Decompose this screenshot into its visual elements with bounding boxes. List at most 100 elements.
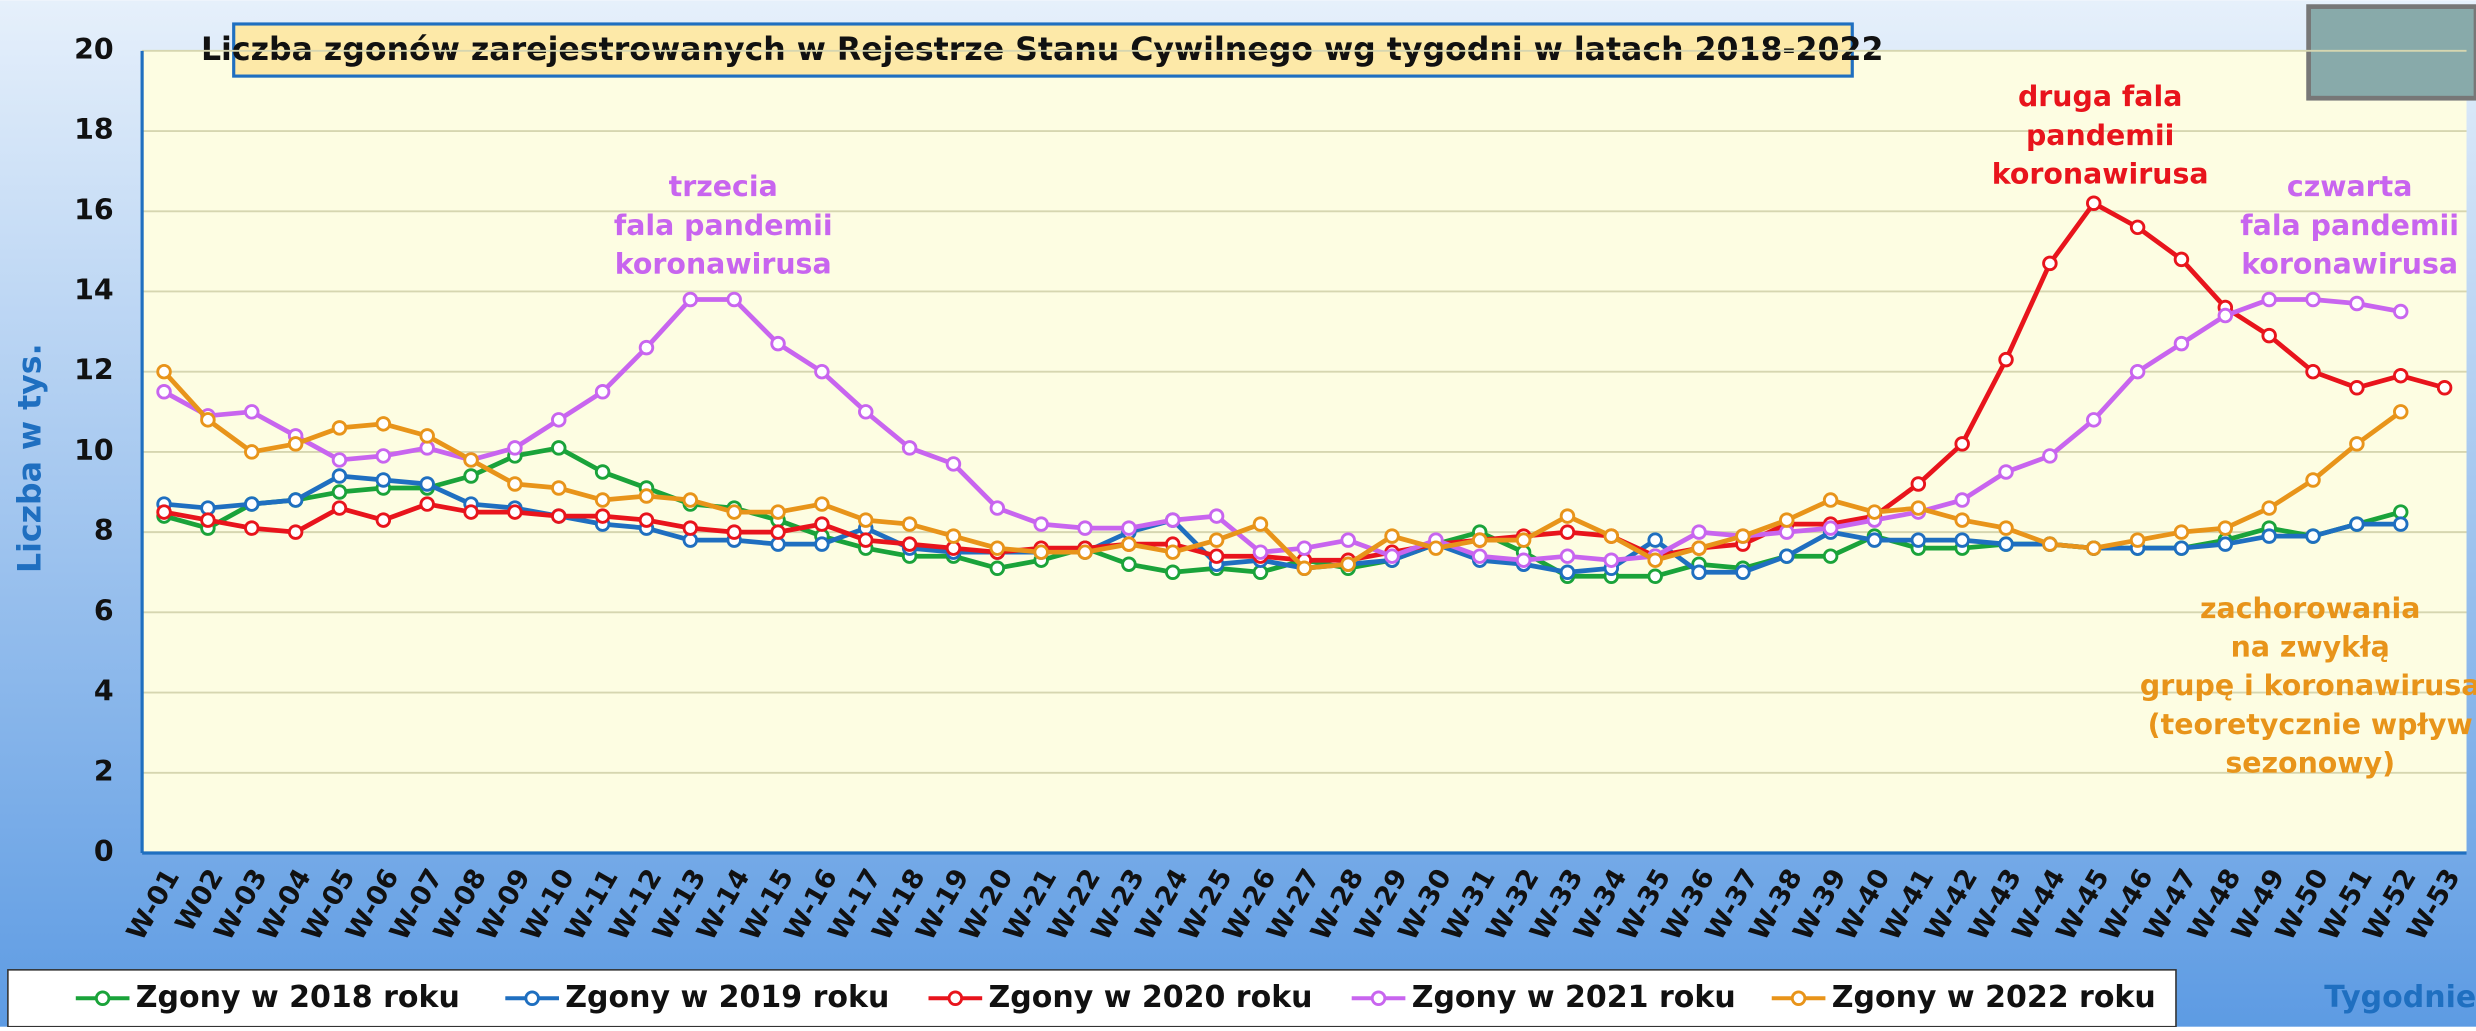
data-point [419,476,435,492]
data-point [1515,552,1532,568]
data-point [1691,524,1707,540]
data-point [1910,532,1927,548]
data-point [200,512,216,528]
logo [2306,4,2476,101]
data-point [287,436,304,452]
data-point [1033,544,1049,560]
data-point [2261,327,2277,344]
data-point [375,512,392,528]
annotation: fala pandemii [614,209,833,242]
data-point [156,504,172,520]
data-point [1208,508,1225,524]
data-point [1472,548,1488,564]
data-point [1822,492,1839,508]
data-point [463,504,479,520]
data-point [2086,195,2102,211]
data-point [1559,508,1576,524]
data-point [2217,520,2234,536]
data-point [1998,536,2014,552]
data-point [858,532,874,548]
data-point [1647,552,1663,568]
data-point [551,480,567,496]
annotation: fala pandemii [2240,209,2459,242]
data-point [331,420,348,436]
data-point [156,363,172,380]
data-point [1340,556,1356,572]
data-point [2349,436,2365,452]
data-point [594,492,611,508]
data-point [901,536,918,552]
data-point [1033,516,1049,532]
data-point [858,404,874,420]
data-point [2261,528,2277,544]
data-point [244,444,260,460]
data-point [2393,516,2409,532]
data-point [1559,524,1576,540]
data-point [2173,251,2190,268]
data-point [244,520,260,536]
y-tick-label: 4 [94,675,114,708]
data-point [1252,544,1269,560]
data-point [375,472,392,488]
data-point [594,384,611,400]
data-point [2217,536,2234,552]
annotation: koronawirusa [615,248,832,281]
data-point [1954,532,1970,548]
data-point [331,452,348,468]
data-point [463,468,479,484]
y-tick-label: 6 [94,594,114,627]
legend-marker [1790,990,1807,1007]
data-point [1866,532,1883,548]
data-point [726,504,742,520]
annotation: zachorowania [2200,592,2420,625]
legend-label: Zgony w 2019 roku [565,980,889,1015]
data-point [1822,520,1839,536]
data-point [1296,560,1313,576]
data-point [1208,548,1225,564]
data-point [638,488,655,504]
data-point [2042,536,2058,552]
data-point [1691,564,1707,580]
data-point [1779,512,1795,528]
legend-marker [1370,990,1387,1007]
annotation: druga fala [2018,80,2182,113]
data-point [726,524,742,540]
data-point [1998,351,2014,368]
data-point [2305,363,2321,380]
data-point [1384,548,1400,564]
data-point [2393,367,2409,384]
legend-label: Zgony w 2021 roku [1412,980,1736,1015]
data-point [2042,255,2058,272]
data-point [1691,540,1707,556]
data-point [2261,291,2277,308]
data-point [1121,520,1137,536]
data-point [331,500,348,516]
data-point [2305,291,2321,308]
data-point [682,291,699,308]
y-tick-label: 12 [74,354,114,387]
y-tick-label: 18 [74,113,114,146]
data-point [814,536,830,552]
data-point [331,484,348,500]
data-point [1515,532,1532,548]
chart-title: Liczba zgonów zarejestrowanych w Rejestr… [201,32,1884,68]
data-point [989,500,1006,516]
data-point [419,428,435,444]
legend-label: Zgony w 2022 roku [1832,980,2156,1015]
data-point [244,496,260,512]
data-point [1208,532,1225,548]
y-tick-label: 0 [94,835,114,868]
data-point [1910,500,1927,516]
y-tick-label: 2 [94,755,114,788]
data-point [682,520,699,536]
data-point [1472,532,1488,548]
data-point [2042,448,2058,464]
data-point [2349,295,2365,312]
data-point [901,516,918,532]
data-point [1779,548,1795,564]
data-point [1998,464,2014,480]
data-point [551,412,567,428]
data-point [2349,380,2365,396]
series-line [162,370,2403,571]
